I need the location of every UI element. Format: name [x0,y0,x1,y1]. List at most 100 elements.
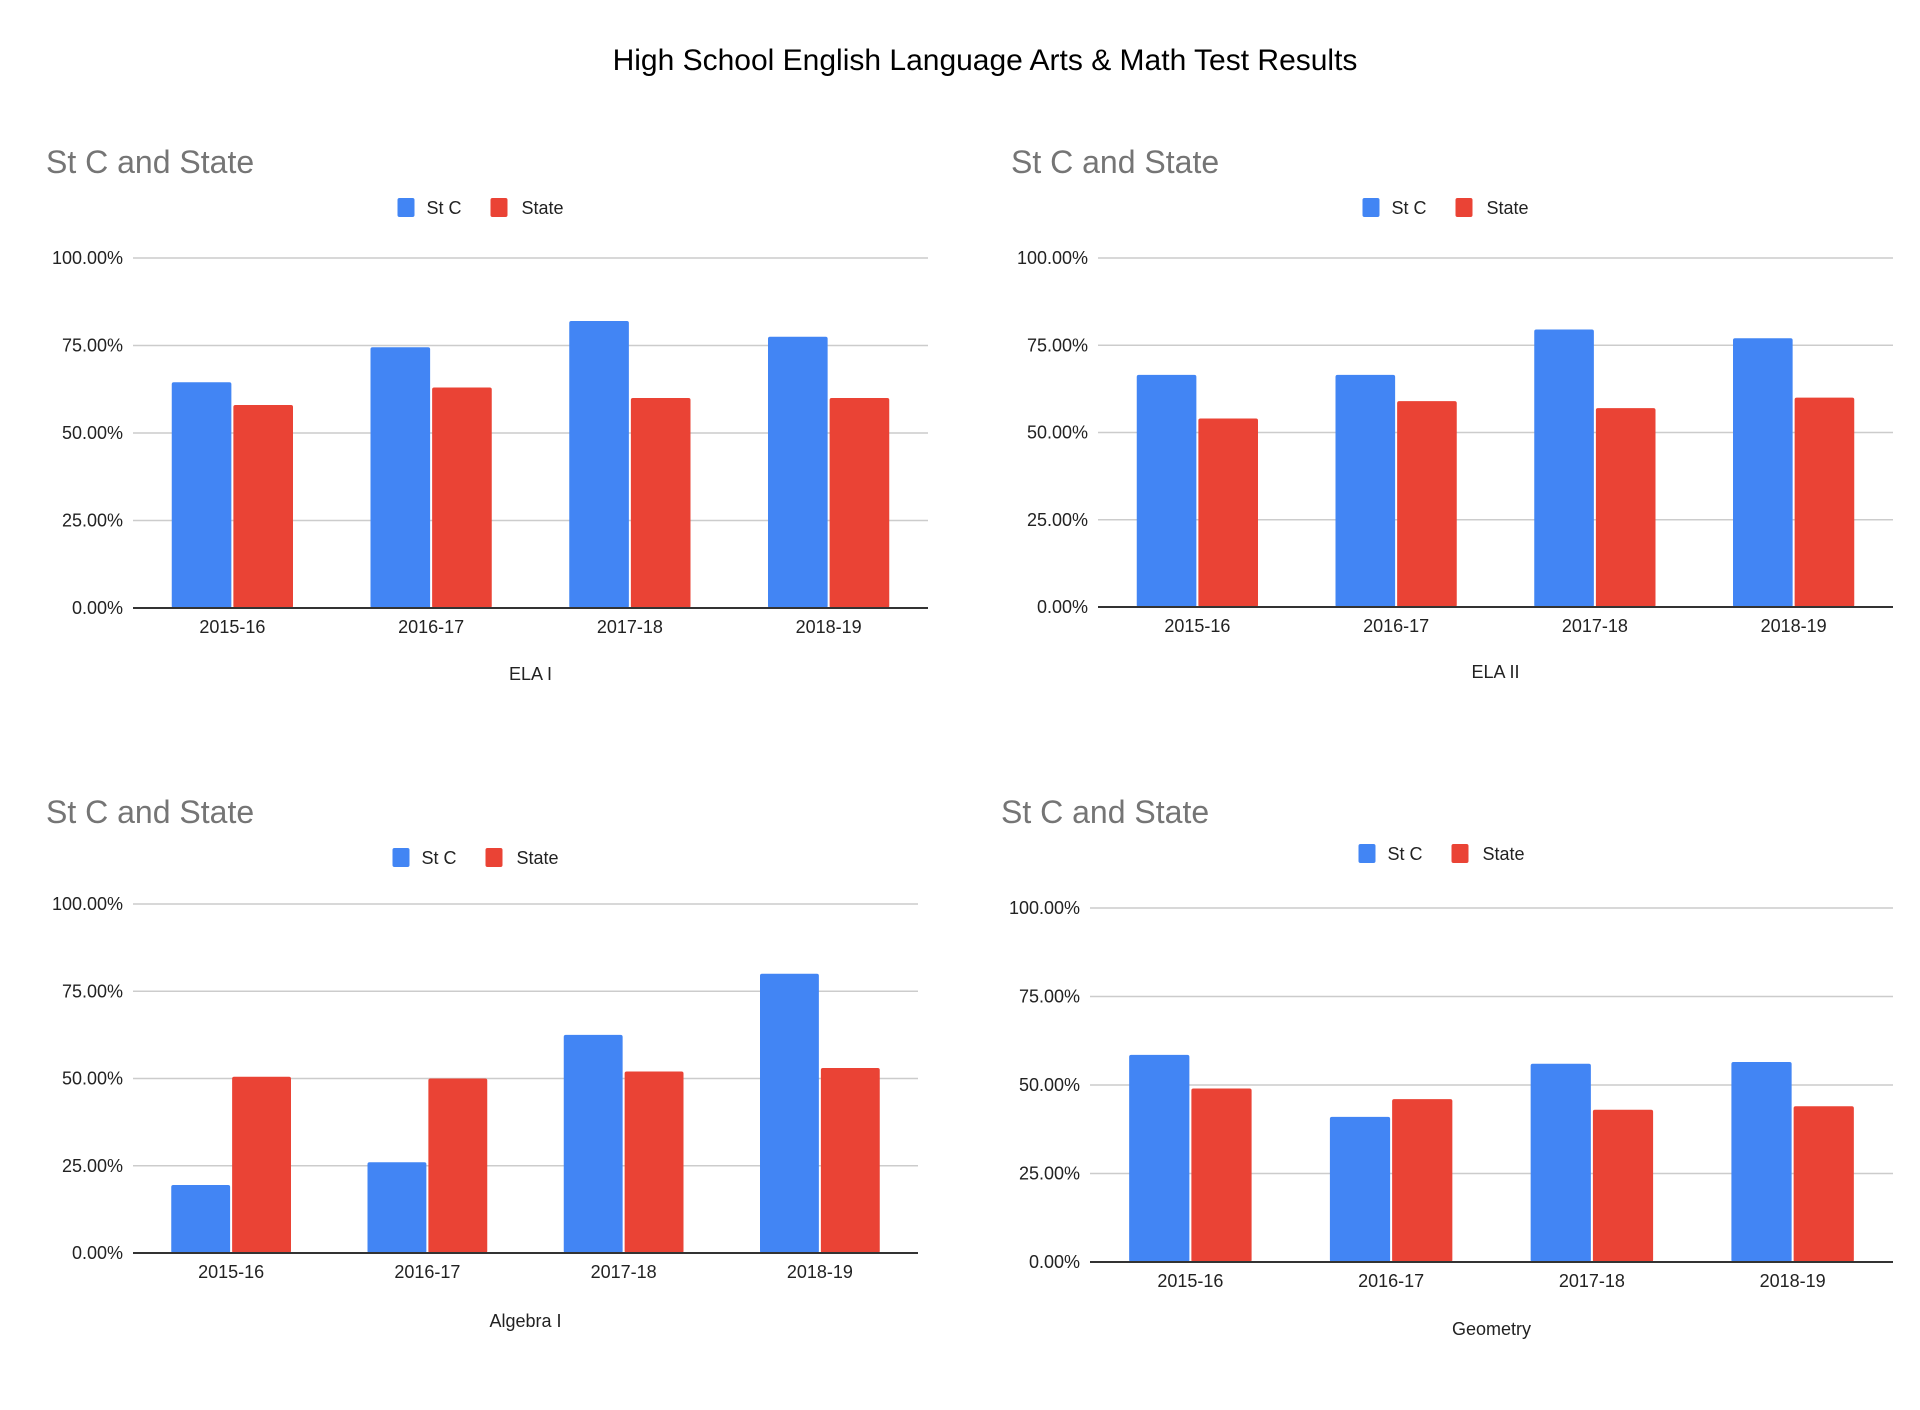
y-tick-label: 50.00% [1019,1075,1080,1095]
y-tick-label: 100.00% [52,248,123,268]
legend-label-stc: St C [422,848,457,868]
bar-stc [171,1184,231,1253]
bar-stc [367,1162,427,1253]
x-axis-label: Geometry [1452,1319,1531,1339]
x-axis-label: ELA I [509,664,552,684]
x-tick-label: 2015-16 [198,1262,264,1282]
x-tick-label: 2018-19 [1761,616,1827,636]
bar-stc [1335,374,1396,607]
legend-label-stc: St C [1388,844,1423,864]
x-tick-label: 2017-18 [597,617,663,637]
x-axis-label: ELA II [1471,662,1519,682]
legend-swatch-state [490,198,508,217]
bar-stc [1129,1054,1190,1262]
y-tick-label: 25.00% [62,511,123,531]
y-tick-label: 25.00% [1027,510,1088,530]
y-tick-label: 0.00% [1037,597,1088,617]
y-tick-label: 0.00% [1029,1252,1080,1272]
x-tick-label: 2015-16 [199,617,265,637]
legend-label-stc: St C [427,198,462,218]
bar-stc [563,1034,623,1253]
y-tick-label: 100.00% [52,894,123,914]
bar-state [829,398,890,608]
bar-chart-svg: St C and State St C State 0.00% 25.00% 50.00%… [46,144,928,684]
legend: St C State [1358,844,1525,864]
x-tick-label: 2017-18 [1559,1271,1625,1291]
y-tick-label: 50.00% [62,423,123,443]
legend-swatch-state [485,848,503,867]
x-tick-label: 2018-19 [787,1262,853,1282]
bar-state [1592,1109,1654,1262]
bar-stc [1731,1061,1792,1262]
legend: St C State [397,198,564,218]
x-tick-label: 2016-17 [398,617,464,637]
bar-state [820,1068,880,1253]
legend-label-state: State [1487,198,1529,218]
chart-title: St C and State [46,144,254,180]
bar-state [428,1078,488,1253]
y-tick-label: 50.00% [1027,423,1088,443]
bar-state [432,387,492,608]
bar-stc [768,336,828,608]
bar-state [1198,418,1258,607]
chart-panel-geometry: St C and State St C State 0.00% 25.00% 50.00%… [955,790,1915,1410]
chart-panel-ela-2: St C and State St C State 0.00% 25.00% 50.00%… [965,140,1920,760]
x-tick-label: 2017-18 [1562,616,1628,636]
legend-label-state: State [1483,844,1525,864]
bar-state [624,1071,684,1253]
x-tick-label: 2016-17 [394,1262,460,1282]
y-tick-label: 75.00% [62,336,123,356]
page-title: High School English Language Arts & Math… [612,44,1358,77]
y-tick-label: 0.00% [72,1243,123,1263]
bar-state [1392,1099,1453,1262]
x-tick-label: 2017-18 [591,1262,657,1282]
x-axis-label: Algebra I [489,1311,561,1331]
y-tick-label: 50.00% [62,1069,123,1089]
y-tick-label: 75.00% [1027,335,1088,355]
bar-state [232,1076,291,1253]
x-tick-label: 2016-17 [1363,616,1429,636]
x-tick-label: 2016-17 [1358,1271,1424,1291]
bar-stc [370,347,431,608]
bar-state [630,398,691,608]
chart-title: St C and State [1011,144,1219,180]
bar-stc [1733,338,1793,607]
bar-chart-svg: St C and State St C State 0.00% 25.00% 50.00%… [1001,794,1893,1339]
chart-panel-ela-1: St C and State St C State 0.00% 25.00% 50.00%… [0,140,960,760]
y-tick-label: 100.00% [1009,898,1080,918]
bar-stc [569,321,629,608]
legend-label-stc: St C [1392,198,1427,218]
bar-state [1794,397,1855,607]
y-tick-label: 75.00% [1019,987,1080,1007]
x-tick-label: 2015-16 [1157,1271,1223,1291]
legend: St C State [1362,198,1529,218]
y-tick-label: 75.00% [62,981,123,1001]
bar-stc [1534,329,1594,607]
y-tick-label: 25.00% [62,1156,123,1176]
legend-swatch-stc [392,848,410,867]
y-tick-label: 100.00% [1017,248,1088,268]
y-tick-label: 25.00% [1019,1164,1080,1184]
chart-panel-algebra-1: St C and State St C State 0.00% 25.00% 50.00%… [0,790,960,1410]
x-tick-label: 2018-19 [1760,1271,1826,1291]
bar-stc [1136,374,1197,607]
legend-swatch-stc [1362,198,1380,217]
bar-chart-svg: St C and State St C State 0.00% 25.00% 50.00%… [46,794,918,1331]
legend-label-state: State [517,848,559,868]
bar-state [233,405,293,608]
legend-swatch-stc [1358,844,1376,863]
y-tick-label: 0.00% [72,598,123,618]
legend-label-state: State [522,198,564,218]
bar-stc [171,382,232,608]
chart-title: St C and State [46,794,254,830]
legend-swatch-state [1455,198,1473,217]
legend-swatch-stc [397,198,415,217]
bar-chart-svg: St C and State St C State 0.00% 25.00% 50.00%… [1011,144,1893,682]
bar-state [1793,1106,1854,1262]
x-tick-label: 2018-19 [796,617,862,637]
x-tick-label: 2015-16 [1164,616,1230,636]
chart-title: St C and State [1001,794,1209,830]
bar-state [1191,1088,1252,1262]
bar-stc [1329,1116,1391,1262]
legend: St C State [392,848,559,868]
